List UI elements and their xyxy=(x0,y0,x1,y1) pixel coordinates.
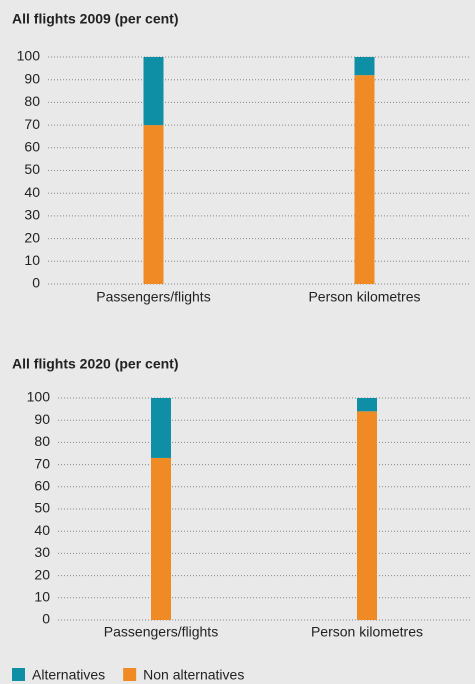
y-tick-label: 20 xyxy=(34,566,50,582)
y-tick-label: 90 xyxy=(24,70,40,86)
x-tick-label: Person kilometres xyxy=(308,289,420,305)
x-tick-label: Passengers/flights xyxy=(96,289,210,305)
y-tick-label: 40 xyxy=(24,184,40,200)
y-tick-label: 100 xyxy=(27,389,51,405)
y-tick-label: 50 xyxy=(34,500,50,516)
y-tick-label: 40 xyxy=(34,522,50,538)
y-tick-label: 80 xyxy=(24,93,40,109)
bar-segment xyxy=(354,57,375,76)
legend-label: Non alternatives xyxy=(143,667,244,683)
chart-title: All flights 2020 (per cent) xyxy=(12,356,178,372)
y-tick-label: 60 xyxy=(24,139,40,155)
legend-swatch xyxy=(12,668,25,681)
y-tick-label: 30 xyxy=(24,207,40,223)
bar-segment xyxy=(357,411,377,620)
bar-segment xyxy=(151,457,171,620)
y-tick-label: 50 xyxy=(24,161,40,177)
y-tick-label: 70 xyxy=(34,455,50,471)
y-tick-label: 10 xyxy=(34,589,50,605)
legend-label: Alternatives xyxy=(32,667,105,683)
y-tick-label: 90 xyxy=(34,411,50,427)
x-tick-label: Passengers/flights xyxy=(104,624,218,640)
y-tick-label: 0 xyxy=(42,611,50,627)
legend-swatch xyxy=(123,668,137,681)
bar-segment xyxy=(151,398,171,458)
bar-segment xyxy=(357,398,377,412)
x-tick-label: Person kilometres xyxy=(311,624,423,640)
bar-segment xyxy=(143,57,164,126)
y-tick-label: 70 xyxy=(24,116,40,132)
y-tick-label: 0 xyxy=(32,275,40,291)
y-tick-label: 100 xyxy=(17,48,41,64)
y-tick-label: 60 xyxy=(34,478,50,494)
bar-segment xyxy=(354,75,375,284)
y-tick-label: 80 xyxy=(34,433,50,449)
chart-title: All flights 2009 (per cent) xyxy=(12,11,178,27)
y-tick-label: 10 xyxy=(24,252,40,268)
bar-segment xyxy=(143,125,164,284)
y-tick-label: 20 xyxy=(24,229,40,245)
y-tick-label: 30 xyxy=(34,544,50,560)
